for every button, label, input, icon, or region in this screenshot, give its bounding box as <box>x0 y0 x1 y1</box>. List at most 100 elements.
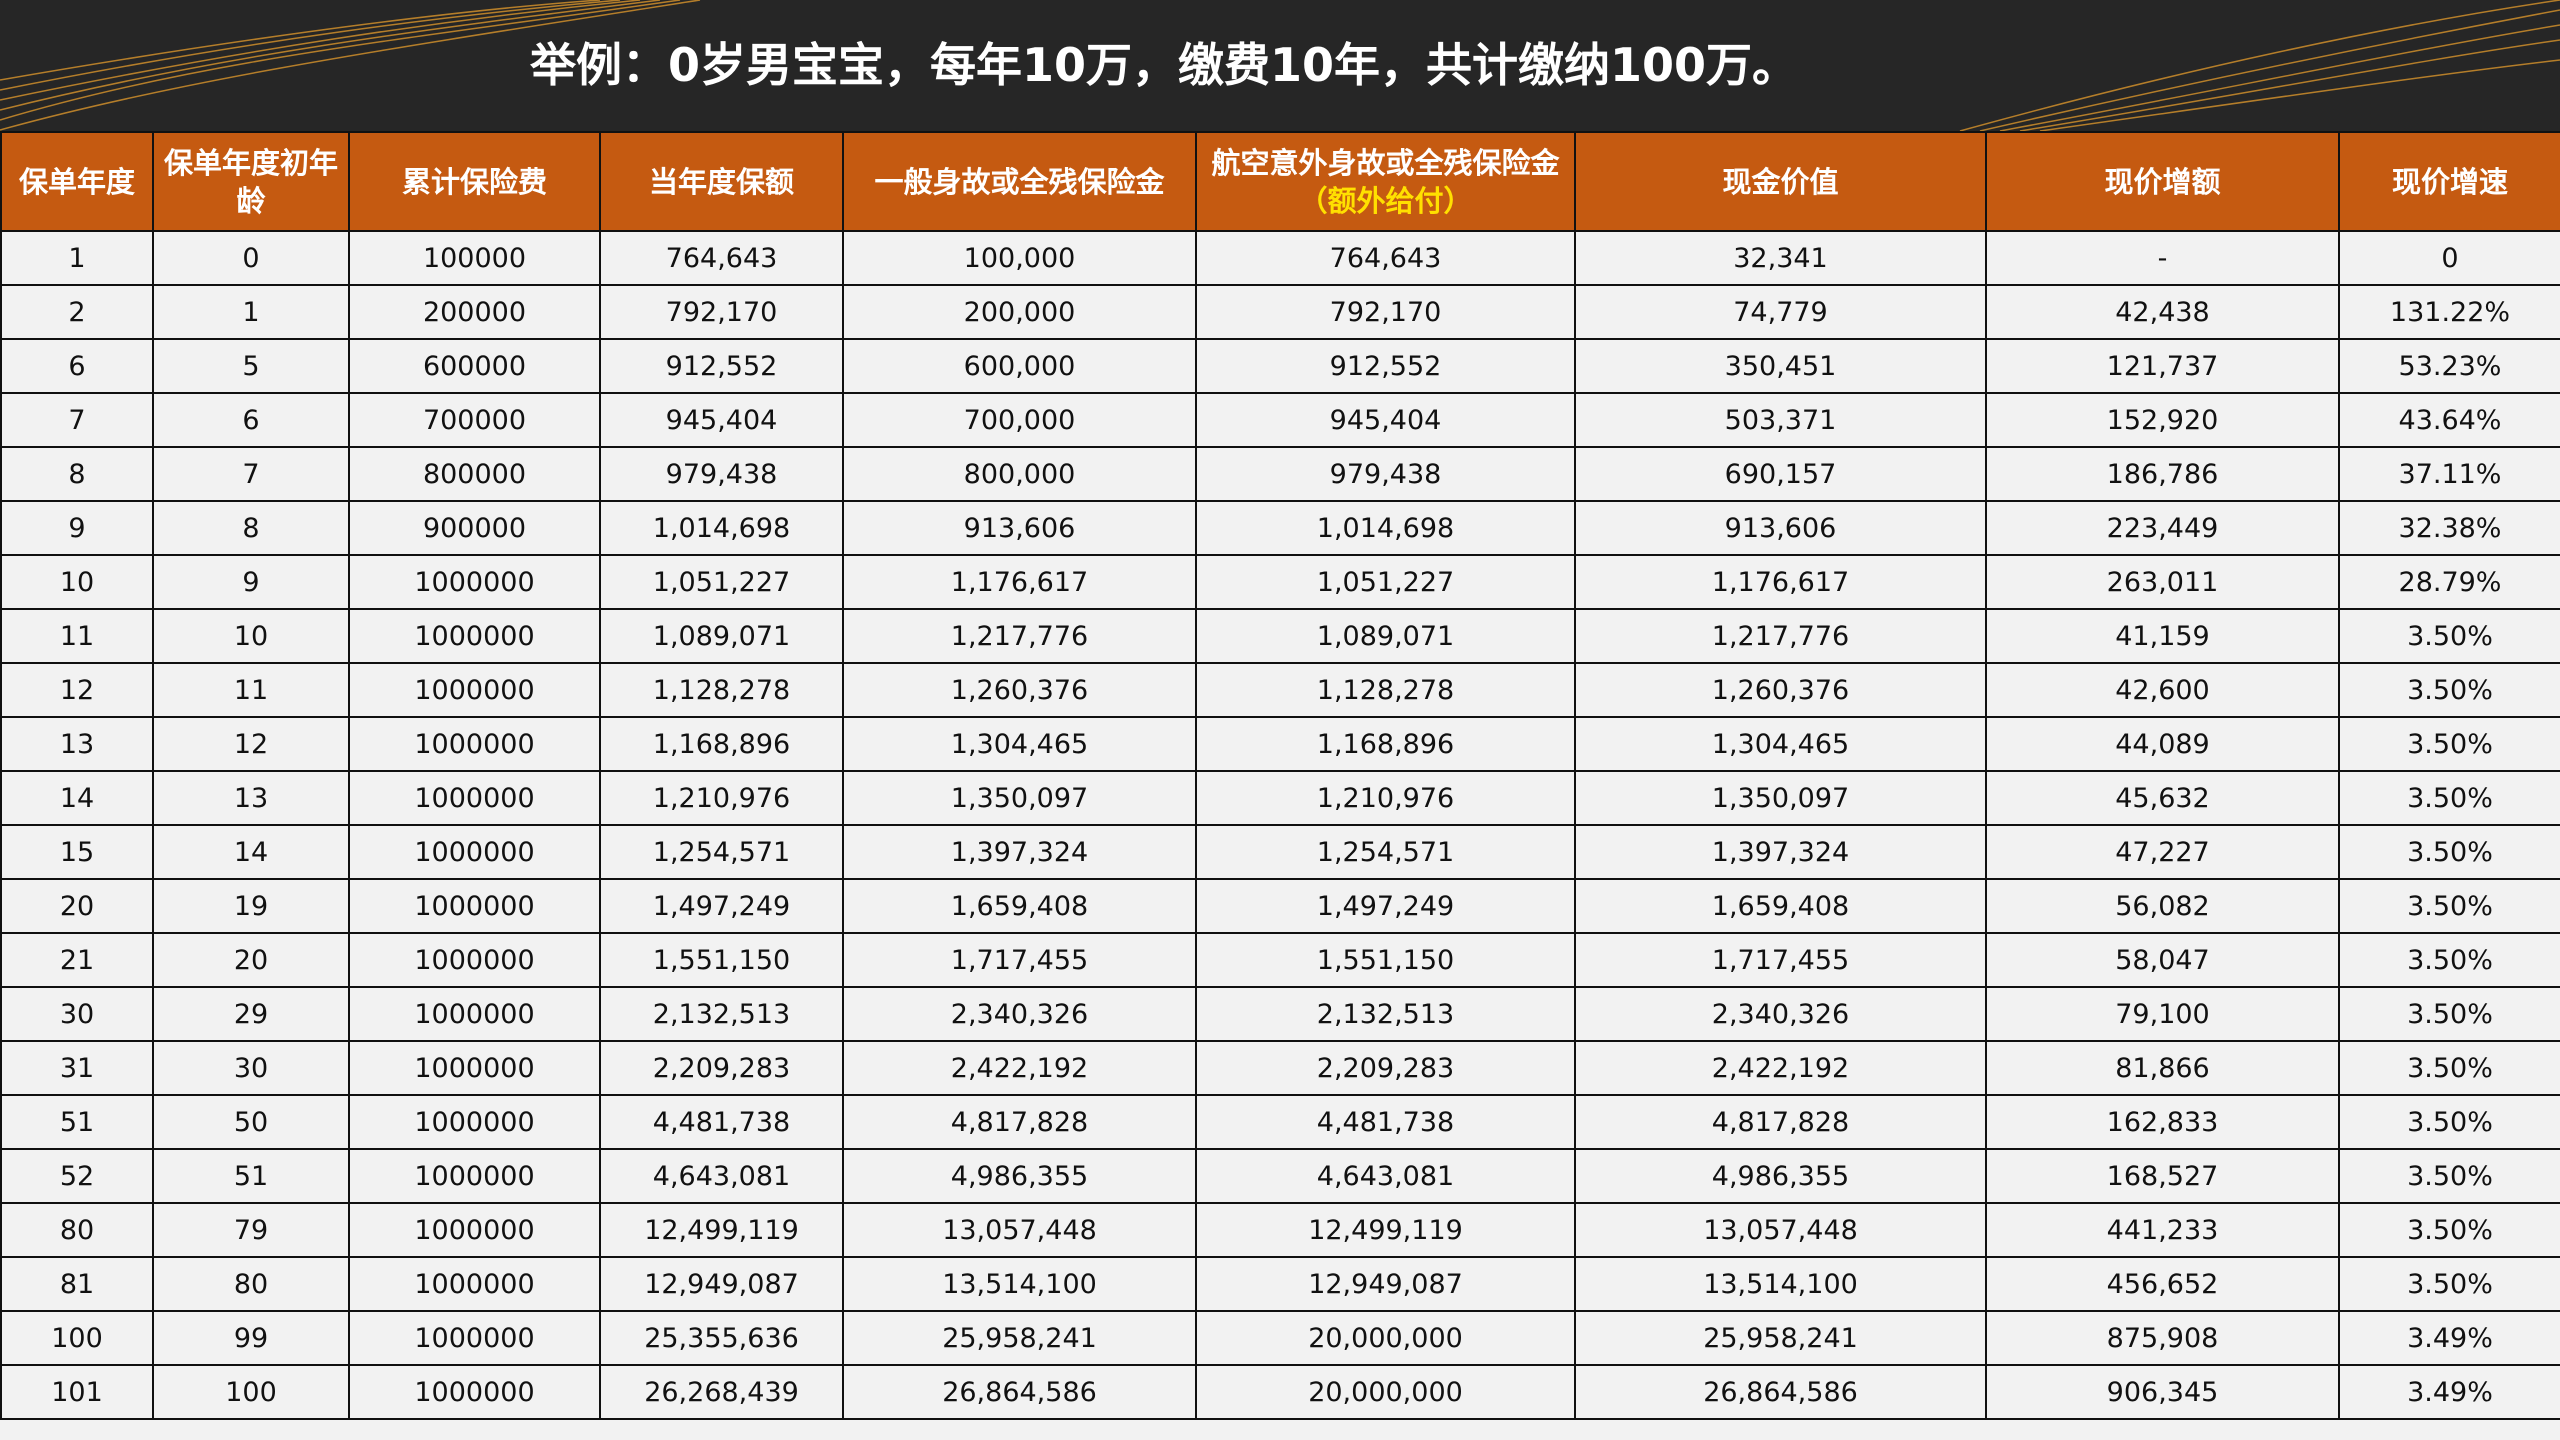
table-cell: 53.23% <box>2338 338 2560 394</box>
table-cell: 1 <box>152 284 350 340</box>
table-cell: 4,986,355 <box>1574 1148 1987 1204</box>
table-cell: 51 <box>152 1148 350 1204</box>
table-cell: 80 <box>152 1256 350 1312</box>
table-cell: 1,217,776 <box>1574 608 1987 664</box>
table-cell: 6 <box>152 392 350 448</box>
table-cell: 1,659,408 <box>1574 878 1987 934</box>
table-row: 30 29 1000000 2,132,513 2,340,326 2,132,513 2,… <box>0 986 2560 1042</box>
table-cell: 100,000 <box>842 230 1197 286</box>
table-cell: 26,268,439 <box>599 1364 844 1420</box>
table-cell: 25,958,241 <box>1574 1310 1987 1366</box>
table-cell: 0 <box>152 230 350 286</box>
table-cell: 12 <box>0 662 154 718</box>
table-body: 1 0 100000 764,643 100,000 764,643 32,341-0 2 1 2… <box>0 230 2560 1420</box>
table-cell: 1 <box>0 230 154 286</box>
table-cell: 1000000 <box>348 1040 601 1096</box>
table-cell: 2,422,192 <box>1574 1040 1987 1096</box>
table-cell: 1,051,227 <box>1195 554 1576 610</box>
table-cell: 44,089 <box>1985 716 2340 772</box>
table-cell: 1,089,071 <box>599 608 844 664</box>
table-cell: 29 <box>152 986 350 1042</box>
table-cell: 1,350,097 <box>842 770 1197 826</box>
table-cell: 12 <box>152 716 350 772</box>
table-cell: 100 <box>152 1364 350 1420</box>
table-cell: 13 <box>152 770 350 826</box>
table-row: 14 13 1000000 1,210,976 1,350,097 1,210,976 1,… <box>0 770 2560 826</box>
table-cell: 99 <box>152 1310 350 1366</box>
table-row: 100 99 1000000 25,355,636 25,958,241 20,000,0… <box>0 1310 2560 1366</box>
table-cell: 945,404 <box>1195 392 1576 448</box>
table-cell: 441,233 <box>1985 1202 2340 1258</box>
table-cell: 503,371 <box>1574 392 1987 448</box>
table-cell: 47,227 <box>1985 824 2340 880</box>
table-cell: 37.11% <box>2338 446 2560 502</box>
table-cell: - <box>1985 230 2340 286</box>
table-cell: 42,600 <box>1985 662 2340 718</box>
column-header-text: 一般身故或全残保险金 <box>874 164 1165 199</box>
column-note: （额外给付） <box>1298 183 1473 218</box>
column-header: 累计保险费 <box>348 131 601 232</box>
table-cell: 168,527 <box>1985 1148 2340 1204</box>
column-header-text: 航空意外身故或全残保险金 <box>1211 145 1560 180</box>
table-cell: 1000000 <box>348 1148 601 1204</box>
column-header-text: 现金价值 <box>1722 164 1839 199</box>
table-cell: 1,397,324 <box>842 824 1197 880</box>
column-header: 航空意外身故或全残保险金（额外给付） <box>1195 131 1576 232</box>
table-cell: 3.50% <box>2338 770 2560 826</box>
table: 保单年度 保单年度初年龄 累计保险费 当年度保额 一般身故或全残保险金 航空意外身故或全残… <box>0 131 2560 1420</box>
table-cell: 690,157 <box>1574 446 1987 502</box>
table-cell: 32,341 <box>1574 230 1987 286</box>
table-row: 6 5 600000 912,552 600,000 912,552 350,451 121,… <box>0 338 2560 394</box>
table-cell: 8 <box>152 500 350 556</box>
table-cell: 50 <box>152 1094 350 1150</box>
table-cell: 1,260,376 <box>842 662 1197 718</box>
table-cell: 350,451 <box>1574 338 1987 394</box>
table-cell: 792,170 <box>599 284 844 340</box>
decoration <box>0 0 2560 131</box>
table-cell: 13,057,448 <box>1574 1202 1987 1258</box>
table-cell: 58,047 <box>1985 932 2340 988</box>
table-cell: 3.50% <box>2338 878 2560 934</box>
table-cell: 1000000 <box>348 824 601 880</box>
table-cell: 30 <box>0 986 154 1042</box>
table-cell: 3.50% <box>2338 1148 2560 1204</box>
table-cell: 764,643 <box>1195 230 1576 286</box>
column-header: 现价增速 <box>2338 131 2560 232</box>
table-cell: 913,606 <box>842 500 1197 556</box>
table-cell: 4,643,081 <box>599 1148 844 1204</box>
column-header: 现价增额 <box>1985 131 2340 232</box>
table-row: 80 79 1000000 12,499,119 13,057,448 12,499,11… <box>0 1202 2560 1258</box>
table-cell: 223,449 <box>1985 500 2340 556</box>
table-cell: 1,210,976 <box>599 770 844 826</box>
table-cell: 263,011 <box>1985 554 2340 610</box>
table-cell: 3.50% <box>2338 608 2560 664</box>
table-cell: 152,920 <box>1985 392 2340 448</box>
table-cell: 10 <box>0 554 154 610</box>
table-cell: 1000000 <box>348 716 601 772</box>
table-cell: 9 <box>152 554 350 610</box>
table-row: 31 30 1000000 2,209,283 2,422,192 2,209,283 2,… <box>0 1040 2560 1096</box>
table-cell: 1,717,455 <box>1574 932 1987 988</box>
table-cell: 1000000 <box>348 662 601 718</box>
table-row: 15 14 1000000 1,254,571 1,397,324 1,254,571 1,… <box>0 824 2560 880</box>
table-cell: 2,209,283 <box>1195 1040 1576 1096</box>
table-cell: 1,304,465 <box>842 716 1197 772</box>
table-cell: 20,000,000 <box>1195 1310 1576 1366</box>
table-row: 10 9 1000000 1,051,227 1,176,617 1,051,227 1,1… <box>0 554 2560 610</box>
table-cell: 25,958,241 <box>842 1310 1197 1366</box>
table-cell: 4,817,828 <box>1574 1094 1987 1150</box>
table-cell: 2 <box>0 284 154 340</box>
table-cell: 26,864,586 <box>842 1364 1197 1420</box>
table-cell: 131.22% <box>2338 284 2560 340</box>
column-header: 保单年度初年龄 <box>152 131 350 232</box>
table-row: 2 1 200000 792,170 200,000 792,170 74,779 42,43… <box>0 284 2560 340</box>
table-cell: 1,014,698 <box>1195 500 1576 556</box>
table-cell: 100 <box>0 1310 154 1366</box>
table-cell: 26,864,586 <box>1574 1364 1987 1420</box>
table-cell: 1000000 <box>348 1256 601 1312</box>
table-cell: 1,551,150 <box>1195 932 1576 988</box>
table-cell: 912,552 <box>1195 338 1576 394</box>
table-cell: 3.50% <box>2338 1094 2560 1150</box>
table-cell: 20 <box>0 878 154 934</box>
column-header-text: 现价增速 <box>2391 164 2508 199</box>
